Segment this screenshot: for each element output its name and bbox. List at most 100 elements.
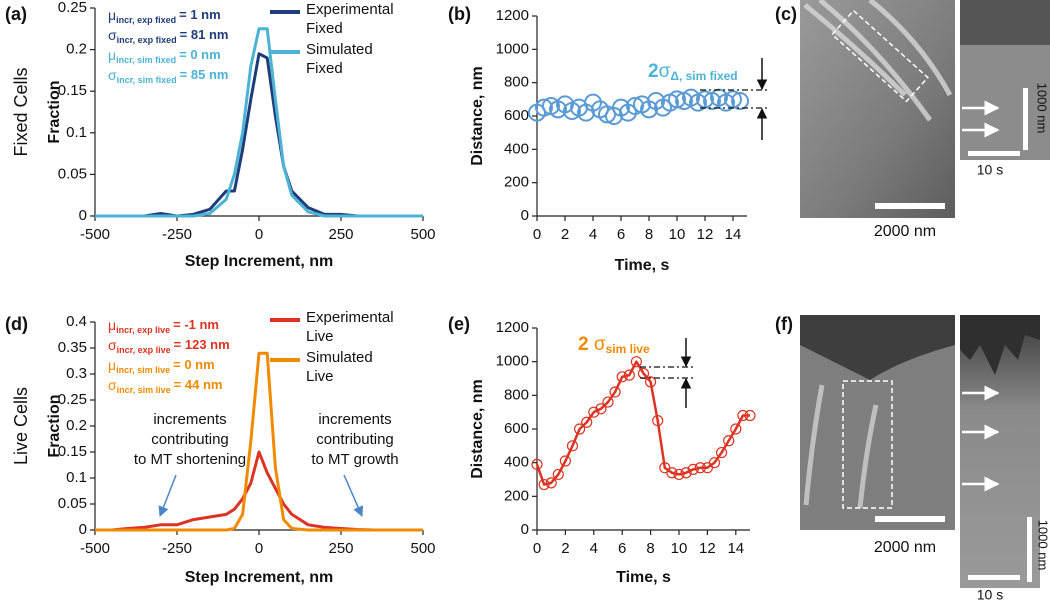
y-axis-label: Fraction [46, 80, 63, 143]
note-line: contributing [316, 431, 394, 448]
kymo-space-label: 1000 nm [1035, 83, 1050, 134]
y-tick-label: 0 [521, 207, 529, 224]
y-tick-label: 0.15 [58, 443, 87, 460]
row-label: Live Cells [11, 387, 31, 465]
stat-annotation: σincr, sim live = 44 nm [108, 377, 222, 396]
stat-sub: incr, sim live [117, 385, 171, 395]
note-arrow [158, 474, 177, 517]
legend-line: Live [306, 368, 334, 385]
legend-line: Simulated [306, 41, 373, 58]
y-tick-label: 400 [504, 454, 529, 471]
roi-box [842, 380, 893, 509]
y-tick-label: 0.2 [66, 417, 87, 434]
x-tick-label: 0 [533, 226, 541, 243]
data-point [545, 477, 557, 489]
stat-value: = 0 nm [179, 47, 221, 62]
panel-label: (c) [775, 4, 797, 24]
stat-annotation: σincr, sim fixed = 85 nm [108, 67, 228, 86]
scale-label: 2000 nm [874, 223, 936, 240]
series-line [95, 351, 423, 532]
sigma-factor: 2 [648, 61, 659, 82]
y-tick-label: 800 [504, 386, 529, 403]
stat-sub: incr, exp fixed [116, 15, 176, 25]
x-tick-label: 14 [727, 540, 744, 557]
stat-symbol: σ [108, 67, 117, 83]
kymo-space-label: 1000 nm [1036, 520, 1050, 571]
data-point [715, 446, 728, 459]
x-tick-label: 12 [697, 226, 714, 243]
legend-line: Fixed [306, 60, 343, 77]
data-point [602, 396, 614, 408]
x-axis-label: Time, s [616, 569, 671, 586]
y-axis-label: Fraction [46, 394, 63, 457]
chart: (e) 0 200 400 600 800 1000 1200 0 2 4 6 8 10 12 14 Time,… [448, 314, 756, 586]
x-tick-label: 4 [590, 540, 598, 557]
kymograph-dark [960, 0, 1050, 45]
data-point [666, 467, 678, 479]
microtubules [803, 0, 953, 122]
sigma-symbol: σ [659, 61, 671, 82]
scale-bar [875, 203, 945, 209]
stat-symbol: σ [108, 27, 117, 43]
data-point [623, 369, 635, 381]
x-tick-label: 6 [617, 226, 625, 243]
data-point [581, 416, 593, 428]
y-tick-label: 600 [504, 107, 529, 124]
data-point [609, 386, 621, 398]
panel-label: (f) [775, 314, 793, 334]
legend-line: Simulated [306, 349, 373, 366]
x-axis-label: Step Increment, nm [185, 569, 333, 586]
y-tick-label: 0 [79, 207, 87, 224]
x-tick-label: -250 [162, 226, 192, 243]
x-tick-label: 2 [561, 226, 569, 243]
image-panel-f: (f) 2000 nm 1000 nm 10 s [775, 314, 1050, 603]
x-tick-label: 6 [618, 540, 626, 557]
data-point [696, 90, 714, 109]
y-tick-label: 0.2 [66, 41, 87, 58]
sigma-sub: Δ, sim fixed [670, 69, 737, 83]
note-line: to MT shortening [134, 451, 246, 468]
legend-label: Experimental Fixed [306, 1, 394, 37]
stat-annotation: μincr, exp fixed = 1 nm [108, 7, 221, 26]
data-point [595, 403, 607, 415]
stat-annotation: σincr, exp live = 123 nm [108, 337, 230, 356]
x-tick-label: 500 [410, 226, 435, 243]
sigma-symbol: σ [594, 334, 606, 355]
data-point [588, 406, 600, 418]
stat-value: = 85 nm [180, 67, 229, 82]
stat-annotation: μincr, sim live = 0 nm [108, 357, 215, 376]
note-line: to MT growth [311, 451, 398, 468]
x-tick-label: -500 [80, 226, 110, 243]
stat-symbol: σ [108, 377, 117, 393]
y-axis-label: Distance, nm [469, 379, 486, 479]
x-tick-label: 14 [725, 226, 742, 243]
stat-value: = 44 nm [174, 377, 223, 392]
data-point [566, 440, 579, 452]
y-tick-label: 0 [521, 521, 529, 538]
data-point [730, 423, 742, 435]
scale-bar [968, 151, 1020, 156]
stat-symbol: μ [108, 357, 116, 373]
micrograph [800, 0, 955, 218]
data-point [723, 435, 735, 447]
data-point [531, 458, 543, 470]
data-point [626, 97, 644, 115]
data-point [630, 356, 643, 368]
x-tick-label: 12 [699, 540, 716, 557]
y-tick-label: 0.05 [58, 495, 87, 512]
stat-annotation: μincr, sim fixed = 0 nm [108, 47, 221, 66]
y-tick-label: 1200 [496, 7, 529, 24]
y-tick-label: 200 [504, 174, 529, 191]
y-tick-label: 0.4 [66, 313, 87, 330]
legend-line: Experimental [306, 1, 394, 18]
scale-label: 2000 nm [874, 539, 936, 556]
legend-label: Experimental Live [306, 309, 394, 345]
series-line [535, 360, 750, 486]
stat-value: = 81 nm [180, 27, 229, 42]
x-tick-label: 0 [255, 226, 263, 243]
x-tick-label: 250 [328, 226, 353, 243]
data-point [744, 409, 756, 422]
y-tick-label: 800 [504, 74, 529, 91]
x-tick-label: 500 [410, 540, 435, 557]
